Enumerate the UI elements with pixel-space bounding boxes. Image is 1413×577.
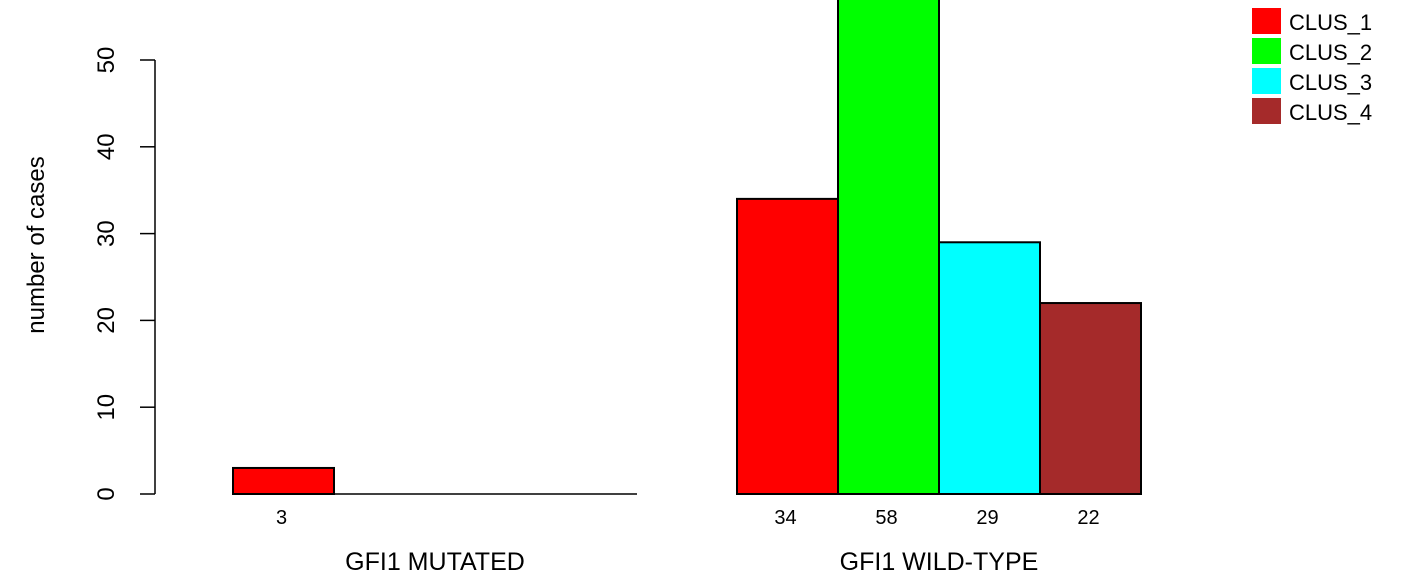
bar bbox=[1039, 302, 1142, 496]
bar-value-label: 58 bbox=[875, 507, 897, 529]
bar-value-label: 3 bbox=[276, 507, 287, 529]
legend-label: CLUS_4 bbox=[1289, 100, 1372, 125]
legend-swatch bbox=[1252, 68, 1281, 94]
y-axis: 0 10 20 30 40 50 bbox=[93, 47, 156, 501]
legend: CLUS_1 CLUS_2 CLUS_3 CLUS_4 bbox=[1252, 8, 1372, 125]
legend-label: CLUS_1 bbox=[1289, 10, 1372, 35]
bar-value-label: 29 bbox=[976, 507, 998, 529]
legend-swatch bbox=[1252, 38, 1281, 64]
bar bbox=[938, 241, 1041, 495]
group-label: GFI1 MUTATED bbox=[345, 548, 525, 576]
bar-value-label: 22 bbox=[1077, 507, 1099, 529]
bars bbox=[232, 0, 1142, 496]
y-tick-label: 20 bbox=[93, 307, 120, 334]
group-label: GFI1 WILD-TYPE bbox=[840, 548, 1039, 576]
legend-label: CLUS_3 bbox=[1289, 70, 1372, 95]
legend-swatch bbox=[1252, 98, 1281, 124]
y-axis-label: number of cases bbox=[23, 156, 50, 333]
y-tick-label: 40 bbox=[93, 133, 120, 160]
y-tick-label: 50 bbox=[93, 47, 120, 74]
y-tick-label: 10 bbox=[93, 394, 120, 421]
value-labels: 3 34 58 29 22 bbox=[276, 507, 1100, 529]
y-tick-label: 0 bbox=[93, 487, 120, 500]
bar bbox=[837, 0, 940, 496]
legend-swatch bbox=[1252, 8, 1281, 34]
bar-value-label: 34 bbox=[774, 507, 796, 529]
bar bbox=[736, 197, 839, 495]
y-tick-label: 30 bbox=[93, 220, 120, 247]
bar bbox=[232, 466, 335, 495]
group-labels: GFI1 MUTATED GFI1 WILD-TYPE bbox=[345, 548, 1038, 576]
legend-label: CLUS_2 bbox=[1289, 40, 1372, 65]
